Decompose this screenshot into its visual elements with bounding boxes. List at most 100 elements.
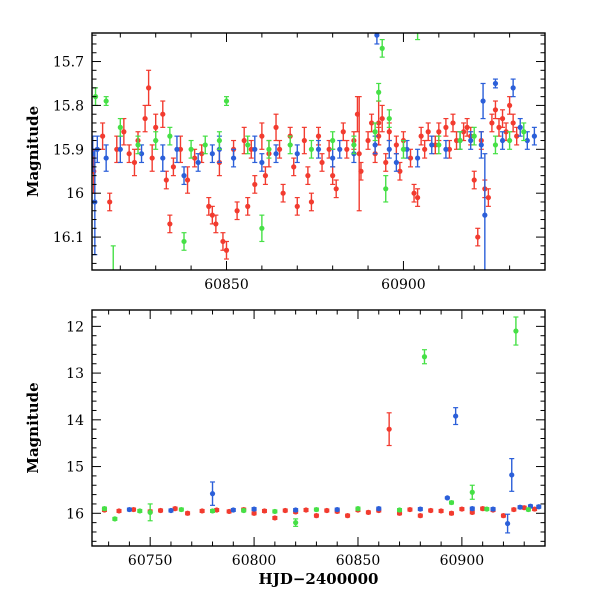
- data-point: [149, 155, 155, 161]
- data-point: [507, 137, 513, 144]
- data-point: [457, 137, 463, 144]
- data-point: [184, 510, 191, 516]
- data-point: [469, 509, 475, 515]
- data-point: [230, 507, 236, 513]
- data-point: [326, 146, 332, 152]
- data-point: [340, 129, 346, 135]
- y-tick-label: 13: [66, 366, 84, 382]
- data-point: [192, 155, 198, 161]
- data-point: [525, 506, 531, 513]
- data-point: [116, 508, 122, 514]
- bottom-panel: 60750 60800 60850 60900 12 13 14 15 16 Magnitude H…: [24, 309, 546, 588]
- data-point: [287, 142, 293, 148]
- data-point: [117, 146, 123, 152]
- data-point: [443, 146, 449, 152]
- data-point: [489, 120, 495, 126]
- data-point: [261, 508, 268, 514]
- data-point: [386, 426, 392, 432]
- data-point: [374, 33, 380, 38]
- data-point: [471, 177, 477, 183]
- data-point: [234, 208, 240, 214]
- data-point: [386, 129, 392, 135]
- data-point: [262, 173, 269, 179]
- data-point: [280, 190, 286, 196]
- data-point: [273, 151, 279, 157]
- data-point: [417, 513, 423, 519]
- data-point: [356, 151, 362, 157]
- data-layer: [101, 316, 542, 534]
- data-point: [444, 495, 450, 501]
- y-tick-label: 15.7: [53, 55, 84, 71]
- series-1: [92, 33, 537, 270]
- data-point: [417, 506, 423, 512]
- data-point: [532, 506, 538, 512]
- data-point: [407, 155, 414, 161]
- data-point: [100, 133, 106, 139]
- plot-frame: [91, 309, 546, 547]
- data-point: [251, 506, 257, 512]
- data-point: [202, 142, 208, 148]
- data-point: [415, 19, 420, 24]
- data-point: [337, 146, 343, 152]
- data-point: [209, 508, 216, 514]
- data-point: [167, 221, 173, 227]
- data-point: [492, 80, 499, 87]
- data-point: [411, 190, 417, 196]
- data-point: [397, 168, 403, 174]
- data-point: [130, 506, 137, 513]
- data-point: [188, 146, 194, 152]
- data-point: [428, 507, 434, 514]
- data-point: [181, 173, 187, 179]
- data-point: [126, 151, 132, 157]
- data-point: [167, 133, 173, 139]
- data-point: [461, 129, 467, 135]
- data-point: [376, 89, 382, 95]
- data-point: [293, 507, 299, 513]
- data-point: [195, 159, 201, 166]
- data-point: [220, 238, 226, 245]
- x-tick-label: 60750: [128, 553, 173, 569]
- data-point: [266, 146, 272, 152]
- data-point: [213, 221, 219, 227]
- data-point: [276, 146, 283, 152]
- data-point: [383, 186, 389, 192]
- data-point: [230, 155, 237, 161]
- data-point: [459, 506, 465, 512]
- data-point: [429, 142, 435, 148]
- data-point: [147, 509, 153, 515]
- data-point: [112, 516, 118, 522]
- data-point: [259, 133, 265, 139]
- data-point: [135, 142, 141, 148]
- data-point: [344, 513, 351, 519]
- data-point: [305, 173, 311, 179]
- y-tick-label: 16: [66, 506, 84, 522]
- data-point: [492, 107, 499, 113]
- data-point: [223, 98, 230, 104]
- data-point: [137, 508, 143, 514]
- data-point: [468, 137, 474, 144]
- data-point: [315, 133, 322, 139]
- data-point: [226, 508, 232, 515]
- data-point: [301, 137, 307, 144]
- data-point: [521, 505, 527, 511]
- data-point: [209, 491, 216, 497]
- data-point: [396, 507, 403, 513]
- data-point: [365, 509, 371, 515]
- data-point: [241, 507, 247, 514]
- data-point: [163, 177, 169, 183]
- y-tick-label: 15.9: [53, 142, 84, 158]
- data-point: [509, 472, 515, 478]
- data-point: [308, 199, 315, 205]
- data-point: [126, 506, 133, 513]
- data-point: [379, 115, 385, 122]
- data-point: [500, 513, 507, 519]
- data-point: [517, 504, 523, 510]
- data-point: [319, 159, 325, 166]
- data-point: [517, 124, 523, 130]
- series-0: [92, 69, 520, 260]
- data-point: [103, 98, 109, 104]
- data-point: [425, 129, 431, 135]
- series-1: [126, 407, 542, 534]
- data-point: [315, 146, 322, 152]
- data-point: [330, 155, 336, 161]
